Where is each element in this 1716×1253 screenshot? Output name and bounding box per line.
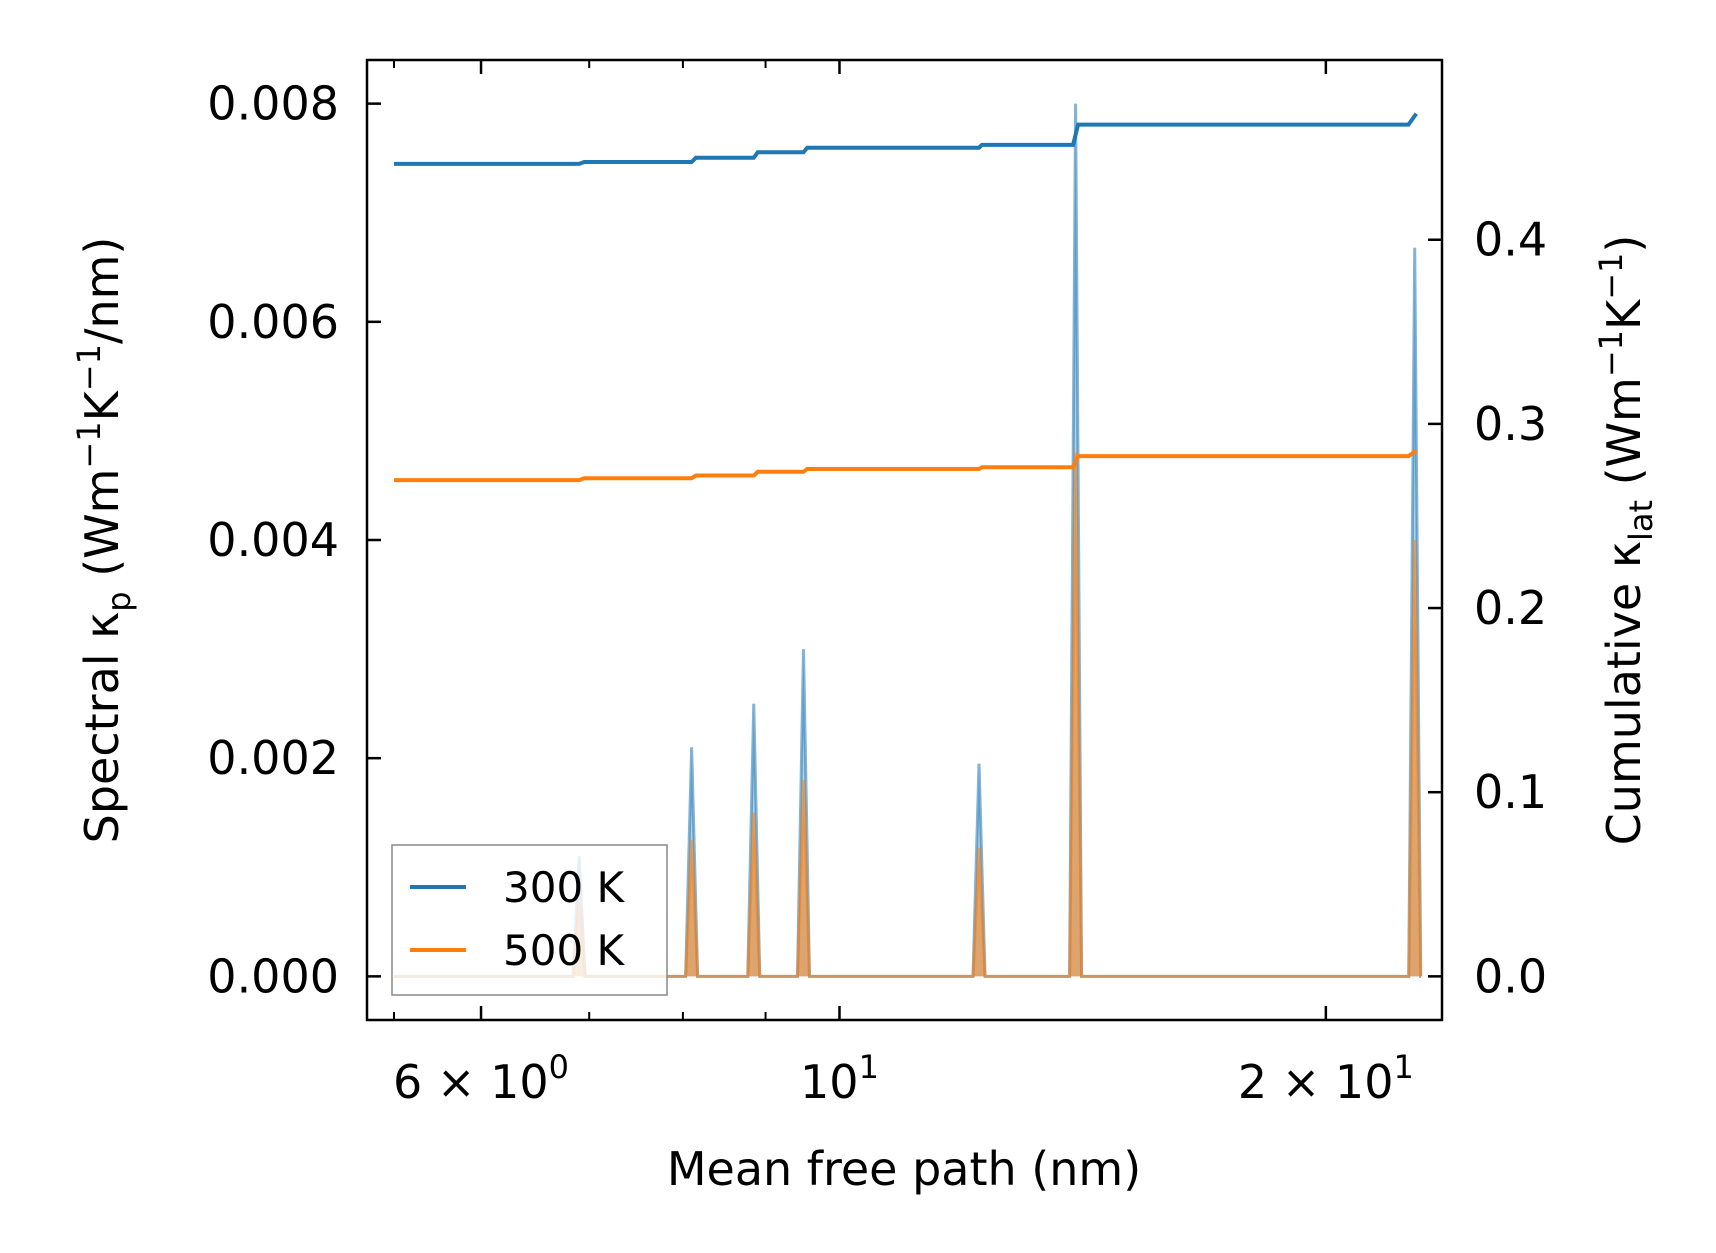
y-left-tick-label: 0.002 [207,731,339,785]
x-tick-label: 6 × 100 [393,1048,569,1109]
cumulative-line-300k [394,112,1418,166]
x-axis-title: Mean free path (nm) [667,1142,1141,1196]
y-right-tick-label: 0.0 [1474,949,1547,1003]
y-axis-left-title: Spectral κp (Wm−1K−1/nm) [70,237,138,844]
y-right-tick-label: 0.2 [1474,581,1547,635]
legend-label-500k: 500 K [503,926,626,975]
y-left-tick-label: 0.006 [207,295,339,349]
y-left-tick-label: 0.000 [207,949,339,1003]
legend-label-300k: 300 K [503,863,626,912]
x-tick-label: 101 [800,1048,879,1109]
y-right-tick-label: 0.4 [1474,213,1547,267]
x-tick-label: 2 × 101 [1238,1048,1414,1109]
legend: 300 K 500 K [391,844,668,996]
legend-box [391,844,668,996]
y-axis-right-title: Cumulative κlat (Wm−1K−1) [1592,235,1660,846]
plot-frame [365,58,1444,1022]
y-left-tick-label: 0.004 [207,513,339,567]
y-right-tick-label: 0.1 [1474,765,1547,819]
cumulative-line-500k [394,448,1418,483]
y-left-tick-label: 0.008 [207,77,339,131]
y-right-tick-label: 0.3 [1474,397,1547,451]
ticks-layer: 0.000 0.002 0.004 0.006 0.008 0.0 0.1 0.2 0.3 0.4… [207,60,1547,1109]
cumulative-layer [394,112,1418,483]
